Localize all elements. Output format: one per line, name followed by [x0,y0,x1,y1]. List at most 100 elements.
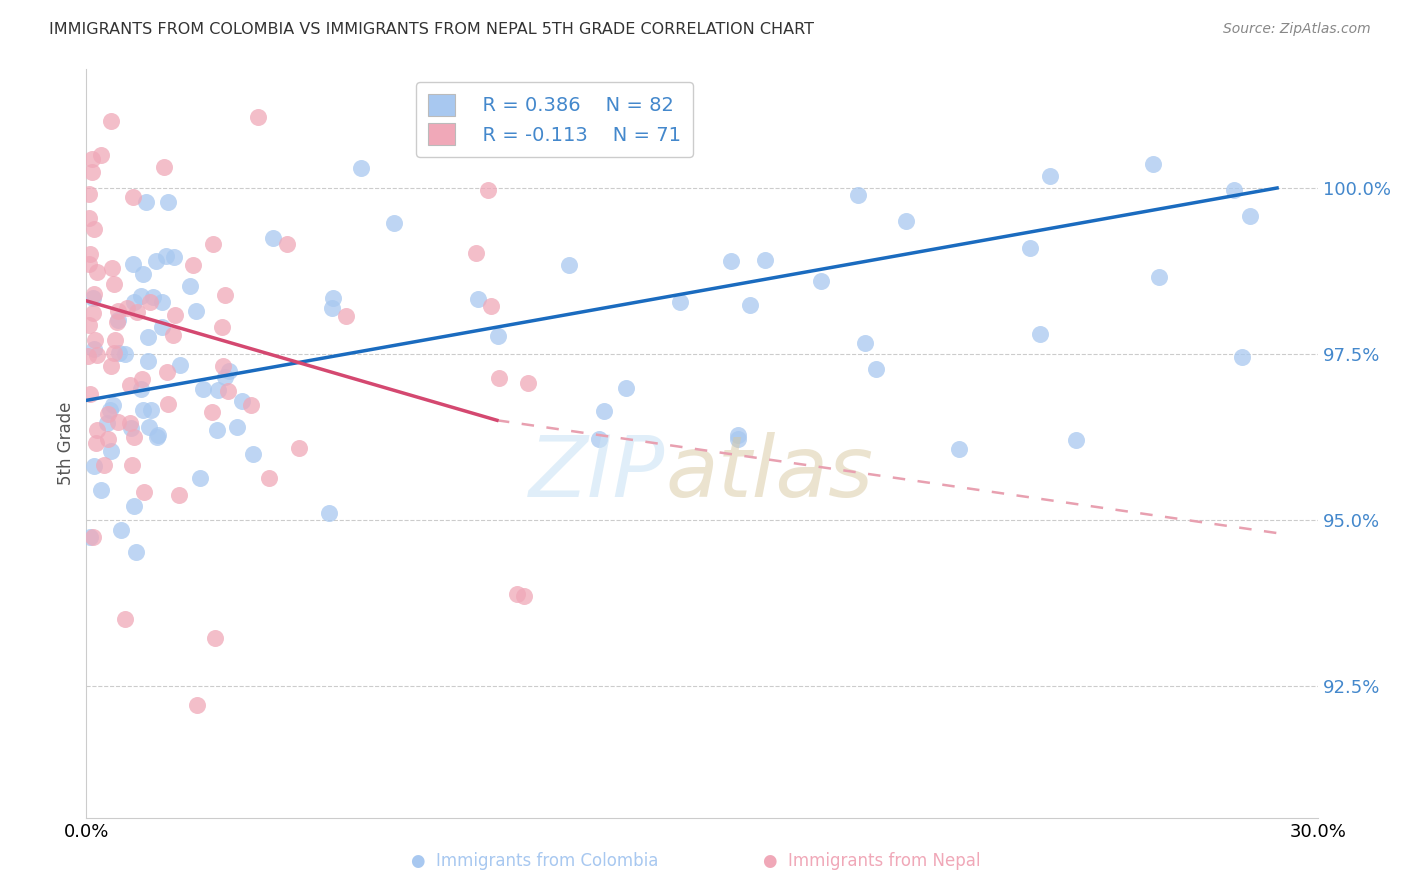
Point [107,415,129,429]
Point [86,423,108,437]
Point [83,342,105,356]
Point [139,295,162,310]
Point [727,428,749,442]
Point [117,301,139,316]
Point [146,428,169,442]
Point [1239,209,1261,223]
Point [132,267,155,281]
Point [134,484,156,499]
Point [97,432,120,446]
Point [335,309,357,323]
Point [382,216,405,230]
Point [142,290,165,304]
Point [82,165,104,179]
Point [124,545,146,559]
Point [218,364,240,378]
Point [527,123,550,137]
Point [162,250,184,264]
Point [614,381,637,395]
Point [101,398,124,412]
Point [122,430,145,444]
Point [720,253,742,268]
Point [486,329,509,343]
Point [1018,242,1040,256]
Point [90,483,112,497]
Point [350,161,373,175]
Point [122,500,145,514]
Point [138,420,160,434]
Point [465,246,488,260]
Text: Source: ZipAtlas.com: Source: ZipAtlas.com [1223,22,1371,37]
Point [127,304,149,318]
Point [84,333,107,347]
Point [186,698,208,712]
Point [82,530,104,544]
Point [592,404,614,418]
Point [146,430,169,444]
Point [846,187,869,202]
Point [82,152,104,166]
Point [163,309,186,323]
Point [207,383,229,397]
Point [205,423,228,437]
Point [169,359,191,373]
Point [100,444,122,458]
Point [217,384,239,398]
Point [246,111,269,125]
Point [201,236,224,251]
Point [1147,270,1170,285]
Point [100,359,122,373]
Point [103,345,125,359]
Text: IMMIGRANTS FROM COLOMBIA VS IMMIGRANTS FROM NEPAL 5TH GRADE CORRELATION CHART: IMMIGRANTS FROM COLOMBIA VS IMMIGRANTS F… [49,22,814,37]
Text: ZIP: ZIP [529,432,665,515]
Point [1064,434,1087,448]
Point [121,189,143,203]
Point [77,257,100,271]
Point [231,393,253,408]
Point [77,187,100,202]
Point [156,365,179,379]
Point [204,632,226,646]
Point [77,350,100,364]
Point [1142,157,1164,171]
Point [738,298,761,312]
Point [754,252,776,267]
Point [513,589,536,603]
Point [506,587,529,601]
Legend:   R = 0.386    N = 82,   R = -0.113    N = 71: R = 0.386 N = 82, R = -0.113 N = 71 [416,82,693,157]
Point [257,470,280,484]
Point [262,230,284,244]
Point [239,398,262,412]
Point [865,362,887,376]
Point [131,288,153,302]
Point [77,211,100,226]
Point [288,441,311,455]
Point [150,295,173,310]
Point [136,330,159,344]
Point [225,420,247,434]
Point [86,265,108,279]
Point [516,376,538,390]
Point [105,315,128,329]
Point [103,277,125,291]
Point [104,333,127,347]
Point [948,442,970,457]
Point [79,318,101,332]
Point [83,221,105,235]
Point [122,257,145,271]
Point [114,347,136,361]
Point [153,160,176,174]
Point [162,328,184,343]
Point [558,258,581,272]
Point [467,292,489,306]
Point [211,319,233,334]
Point [100,114,122,128]
Point [191,382,214,396]
Point [588,432,610,446]
Point [727,432,749,446]
Point [83,286,105,301]
Point [200,405,222,419]
Point [669,295,692,310]
Point [98,403,121,417]
Point [212,359,235,374]
